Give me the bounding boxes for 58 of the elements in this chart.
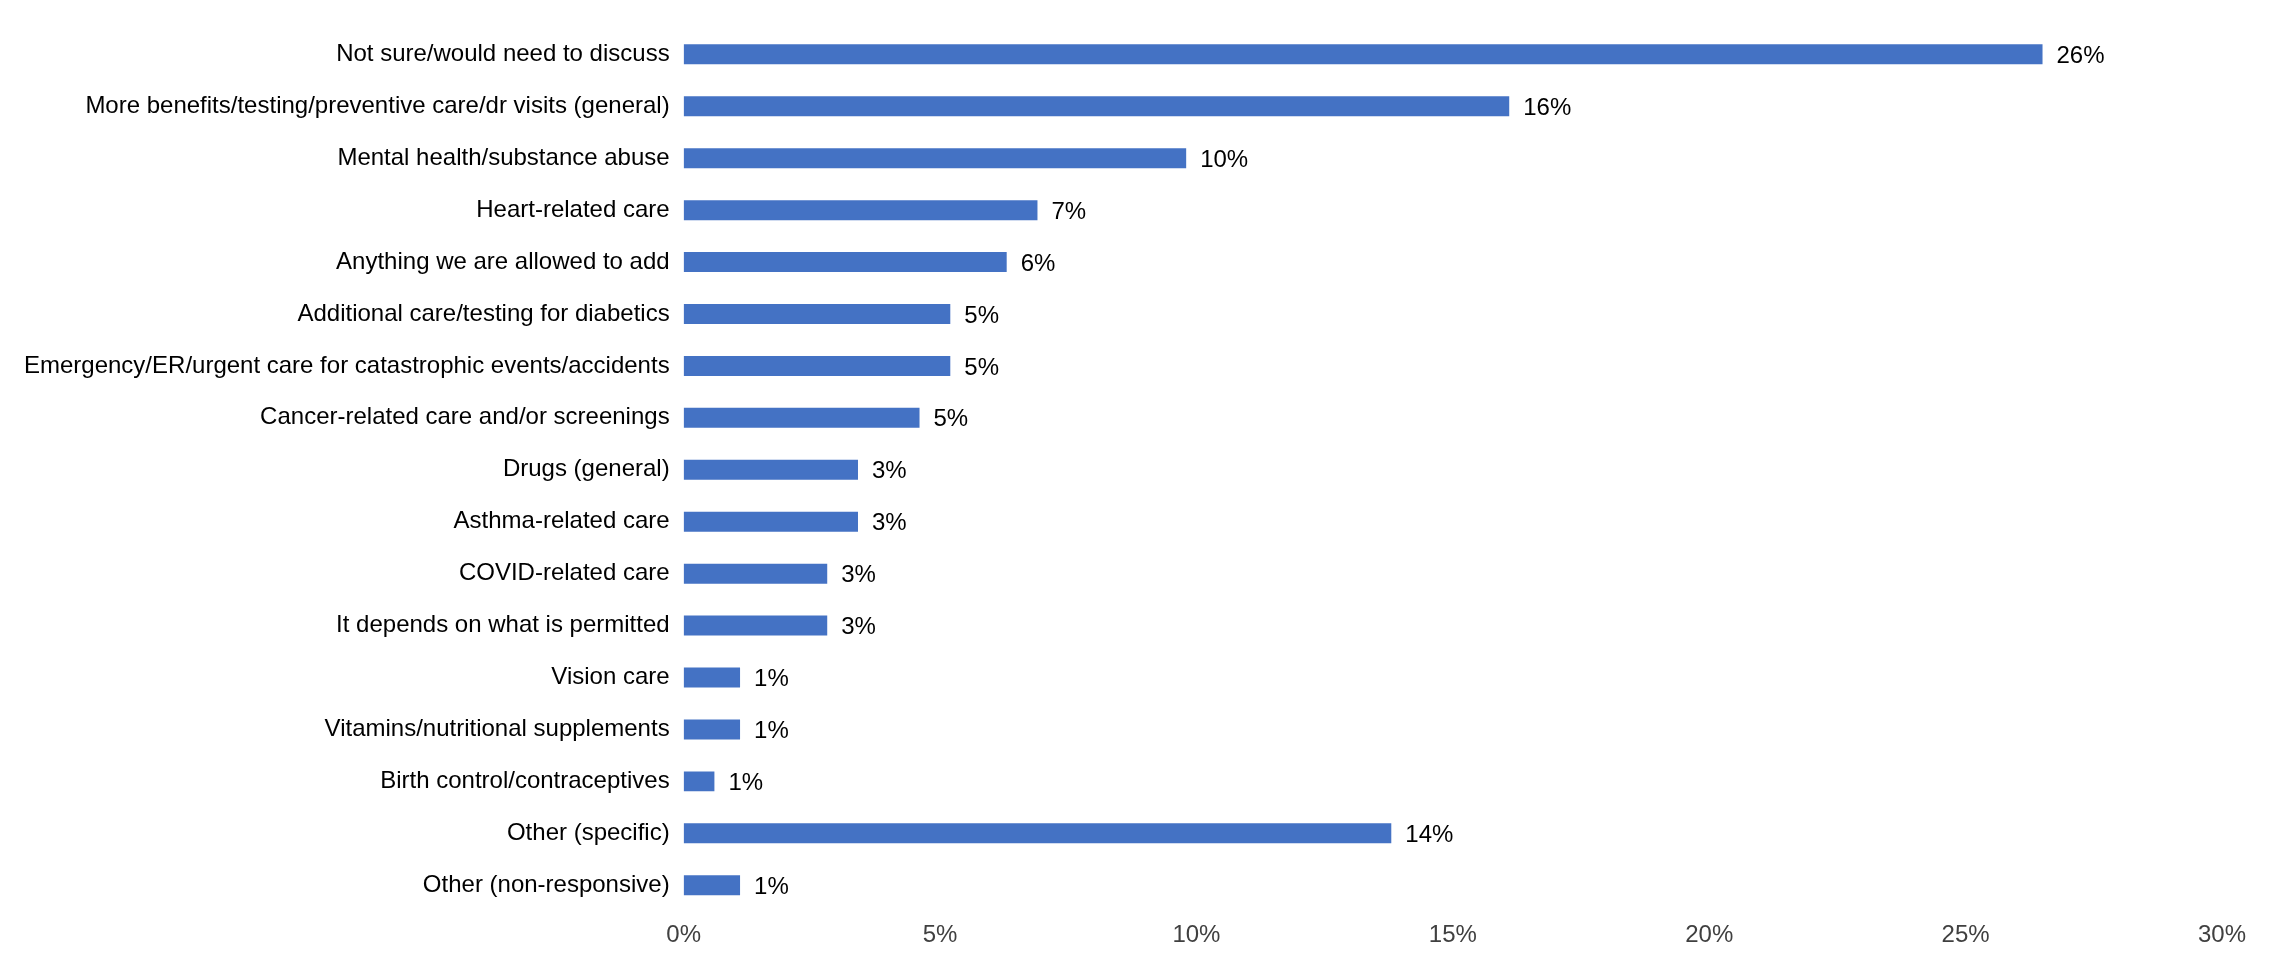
y-tick-label: Birth control/contraceptives	[380, 766, 670, 793]
bar	[683, 615, 828, 636]
data-label: 10%	[1200, 144, 1249, 172]
bar	[683, 148, 1187, 169]
bar	[683, 200, 1038, 221]
bar	[683, 459, 858, 480]
bar	[683, 252, 1007, 273]
y-tick-label: COVID-related care	[458, 558, 670, 586]
bar	[683, 667, 741, 688]
bar	[683, 355, 951, 376]
data-label: 3%	[871, 508, 907, 536]
data-label: 26%	[2056, 40, 2105, 68]
bar	[683, 304, 951, 325]
y-tick-label: Anything we are allowed to add	[336, 246, 670, 274]
x-tick-label: 10%	[1172, 920, 1221, 948]
y-tick-label: It depends on what is permitted	[336, 610, 670, 638]
y-tick-label: Not sure/would need to discuss	[336, 38, 670, 66]
data-label: 7%	[1051, 196, 1087, 224]
data-label: 6%	[1020, 248, 1056, 276]
data-label: 1%	[728, 768, 764, 795]
x-tick-label: 20%	[1685, 920, 1734, 948]
x-tick-label: 15%	[1428, 920, 1477, 948]
y-tick-label: Cancer-related care and/or screenings	[260, 402, 670, 430]
data-label: 5%	[964, 300, 999, 328]
y-tick-label: Asthma-related care	[453, 506, 670, 534]
bar	[683, 563, 828, 584]
data-label: 5%	[964, 352, 999, 380]
x-tick-label: 0%	[666, 920, 701, 948]
data-label: 3%	[841, 560, 876, 588]
y-tick-label: Additional care/testing for diabetics	[297, 298, 670, 326]
y-tick-label: Emergency/ER/urgent care for catastrophic events/accidents	[23, 350, 670, 378]
y-tick-label: Heart-related care	[476, 194, 670, 222]
y-tick-label: Vision care	[551, 662, 670, 690]
y-tick-label: Mental health/substance abuse	[337, 142, 670, 170]
y-tick-label: Vitamins/nutritional supplements	[324, 714, 670, 742]
data-label: 14%	[1405, 819, 1454, 847]
data-label: 3%	[841, 612, 876, 640]
bar	[683, 511, 858, 532]
bar	[683, 96, 1510, 117]
data-label: 1%	[754, 664, 789, 692]
bar	[683, 875, 741, 896]
data-label: 1%	[754, 871, 789, 899]
x-tick-label: 30%	[2197, 920, 2247, 948]
bar	[683, 771, 715, 792]
y-tick-label: Other (specific)	[506, 817, 670, 845]
bar	[683, 719, 741, 740]
y-tick-label: Other (non-responsive)	[422, 869, 670, 897]
bar	[683, 407, 920, 428]
data-label: 1%	[754, 716, 789, 744]
x-tick-label: 5%	[922, 920, 958, 948]
bar	[683, 44, 2043, 65]
y-tick-label: Drugs (general)	[502, 454, 670, 482]
data-label: 16%	[1523, 92, 1572, 120]
x-tick-label: 25%	[1941, 920, 1990, 948]
data-label: 3%	[871, 456, 907, 484]
bar	[683, 823, 1392, 844]
data-label: 5%	[933, 404, 969, 432]
y-tick-label: More benefits/testing/preventive care/dr visits (general)	[85, 90, 670, 118]
